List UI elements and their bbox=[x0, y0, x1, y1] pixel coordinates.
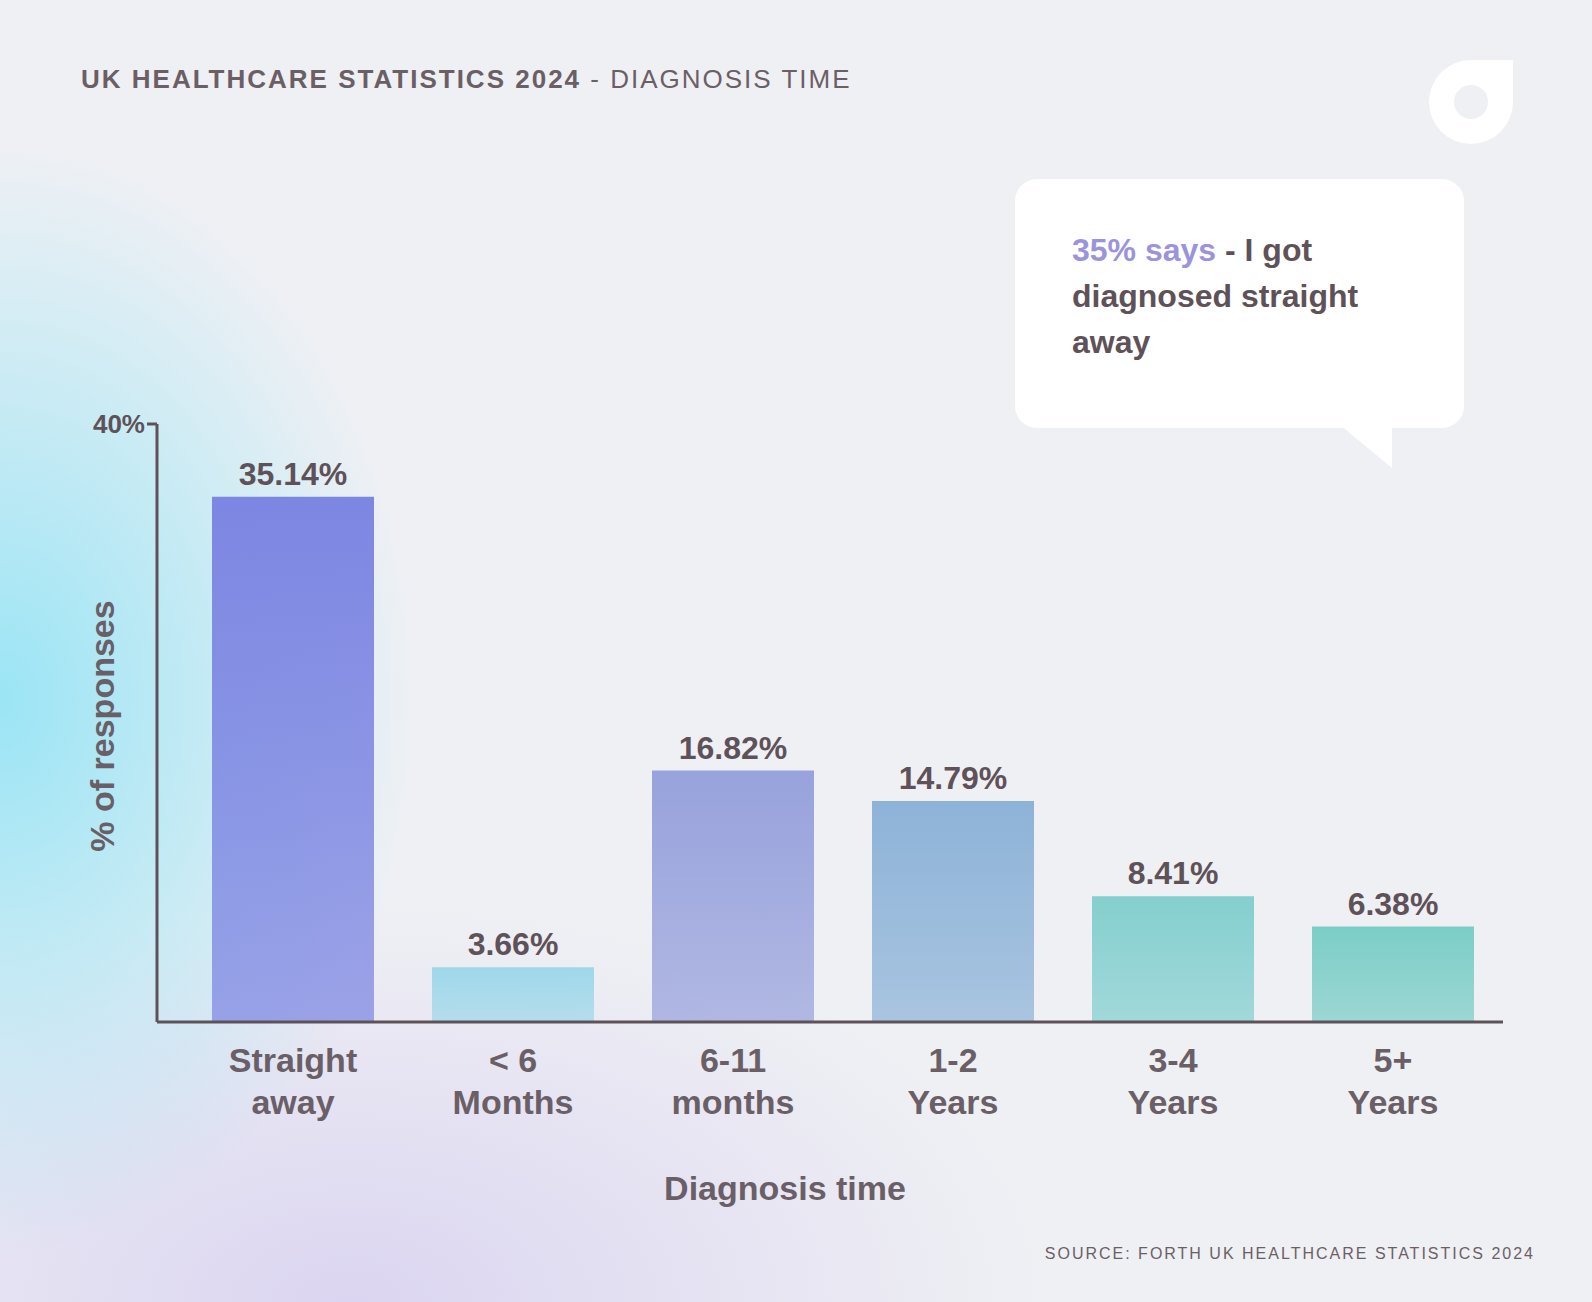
html-text:35% says - I got diagnosed str: 35% says - I got diagnosed straight away bbox=[1072, 232, 1359, 360]
svg-text:5+Years: 5+Years bbox=[1348, 1041, 1439, 1121]
svg-text:Straightaway: Straightaway bbox=[229, 1041, 357, 1121]
svg-text:3-4Years: 3-4Years bbox=[1128, 1041, 1219, 1121]
svg-text:1-2Years: 1-2Years bbox=[908, 1041, 999, 1121]
svg-text:14.79%: 14.79% bbox=[899, 760, 1008, 796]
svg-text:8.41%: 8.41% bbox=[1128, 855, 1219, 891]
svg-text:3.66%: 3.66% bbox=[468, 926, 559, 962]
svg-text:6.38%: 6.38% bbox=[1348, 886, 1439, 922]
svg-text:40%: 40% bbox=[93, 409, 145, 439]
html-text:% of responses: % of responses bbox=[82, 600, 121, 852]
html-text:SOURCE: FORTH UK HEALTHCARE ST: SOURCE: FORTH UK HEALTHCARE STATISTICS 2… bbox=[1044, 1245, 1535, 1262]
svg-text:16.82%: 16.82% bbox=[679, 730, 788, 766]
svg-text:35.14%: 35.14% bbox=[239, 456, 348, 492]
svg-text:6-11months: 6-11months bbox=[672, 1041, 795, 1121]
html-text:UK HEALTHCARE STATISTICS 2024: UK HEALTHCARE STATISTICS 2024 - DIAGNOSI… bbox=[81, 64, 852, 94]
svg-text:< 6Months: < 6Months bbox=[453, 1041, 574, 1121]
html-text:Diagnosis time: Diagnosis time bbox=[664, 1168, 906, 1207]
